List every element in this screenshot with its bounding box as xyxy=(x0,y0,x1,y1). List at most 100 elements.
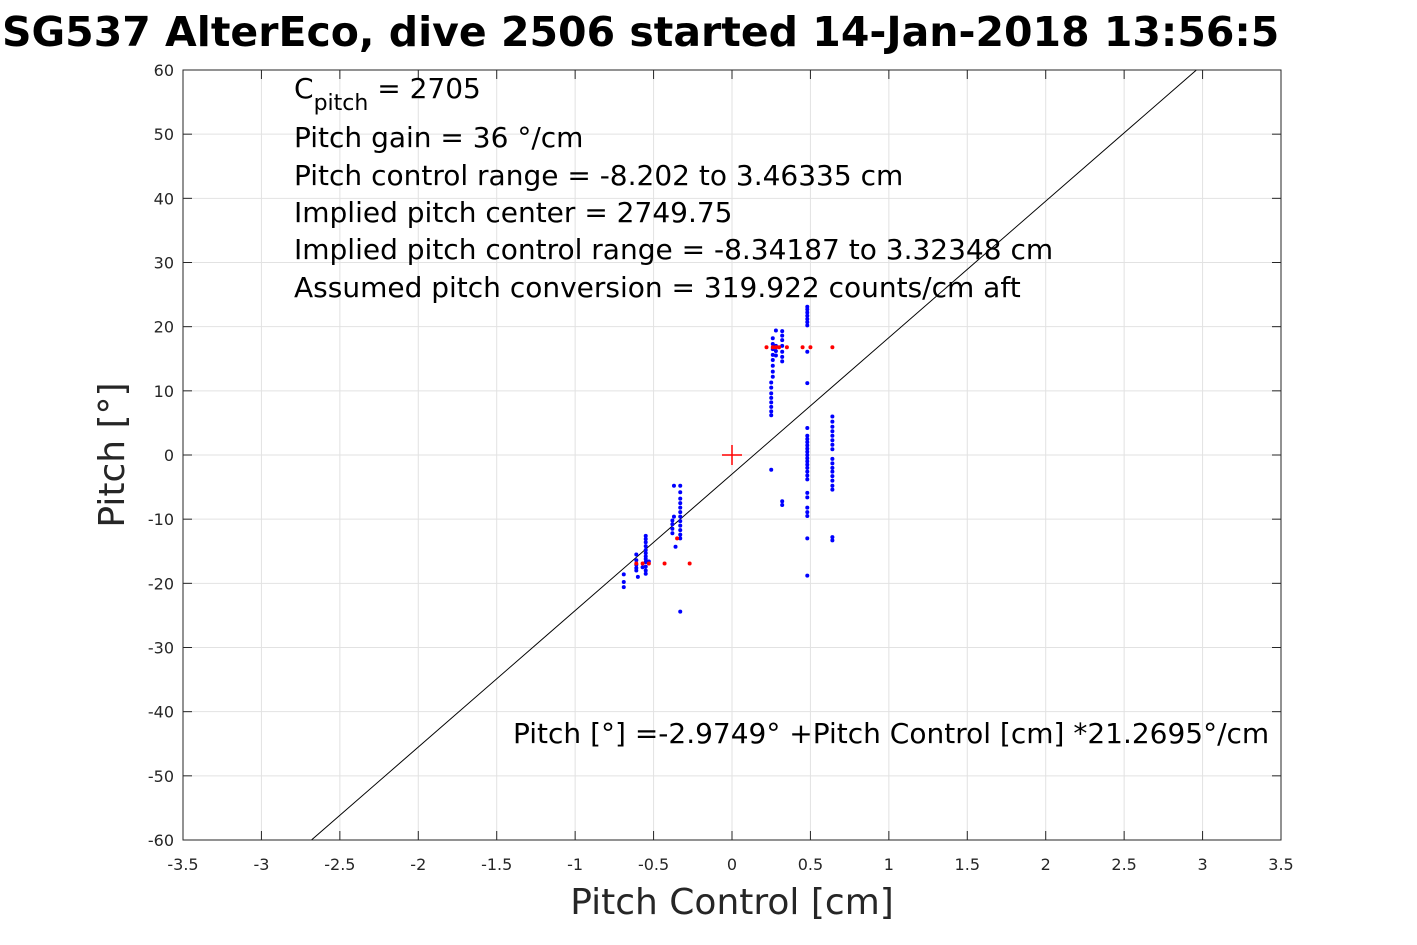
data-point-blue xyxy=(678,514,683,519)
data-point-blue xyxy=(621,585,626,590)
data-point-blue xyxy=(805,436,810,441)
data-point-blue xyxy=(773,349,778,354)
x-tick-label: 3.5 xyxy=(1268,855,1293,874)
data-point-blue xyxy=(678,501,683,506)
data-point-blue xyxy=(830,424,835,429)
data-point-blue xyxy=(780,349,785,354)
data-point-blue xyxy=(805,477,810,482)
data-point-blue xyxy=(805,490,810,495)
data-point-blue xyxy=(678,523,683,528)
data-point-blue xyxy=(769,467,774,472)
data-point-blue xyxy=(770,336,775,341)
c-pitch-sub: pitch xyxy=(314,91,369,116)
data-point-blue xyxy=(830,535,835,540)
x-tick-label: 0 xyxy=(727,855,737,874)
data-point-blue xyxy=(670,526,675,531)
annotation-line-1: Pitch gain = 36 °/cm xyxy=(294,121,583,154)
annotation-line-2: Pitch control range = -8.202 to 3.46335 … xyxy=(294,159,903,192)
data-point-blue xyxy=(673,544,678,549)
data-point-red xyxy=(662,561,667,566)
data-point-blue xyxy=(640,565,645,570)
data-point-blue xyxy=(830,438,835,443)
x-tick-label: 3 xyxy=(1197,855,1207,874)
annotation-line-5: Assumed pitch conversion = 319.922 count… xyxy=(294,271,1021,304)
data-point-blue xyxy=(621,572,626,577)
data-point-red xyxy=(675,536,680,541)
data-point-red xyxy=(777,345,782,350)
x-tick-label: -3 xyxy=(253,855,269,874)
data-point-blue xyxy=(769,385,774,390)
data-point-blue xyxy=(805,313,810,318)
data-point-blue xyxy=(780,499,785,504)
x-tick-label: 2.5 xyxy=(1111,855,1136,874)
data-point-blue xyxy=(643,568,648,573)
fit-line xyxy=(311,69,1197,841)
data-point-blue xyxy=(634,568,639,573)
data-point-red xyxy=(770,345,775,350)
y-tick-label: 20 xyxy=(154,318,174,337)
data-point-blue xyxy=(621,580,626,585)
y-tick-label: 50 xyxy=(154,125,174,144)
x-tick-label: -1 xyxy=(567,855,583,874)
data-point-blue xyxy=(805,505,810,510)
data-point-blue xyxy=(634,558,639,563)
data-point-blue xyxy=(780,338,785,343)
data-point-blue xyxy=(805,446,810,451)
data-point-red xyxy=(800,345,805,350)
data-point-blue xyxy=(678,510,683,515)
data-point-blue xyxy=(805,453,810,457)
data-point-blue xyxy=(678,496,683,501)
data-point-blue xyxy=(671,483,676,488)
x-tick-label: -1.5 xyxy=(481,855,512,874)
data-point-blue xyxy=(805,465,810,470)
data-point-blue xyxy=(643,533,648,538)
data-point-blue xyxy=(678,505,683,510)
x-tick-label: 1 xyxy=(884,855,894,874)
y-tick-label: 40 xyxy=(154,189,174,208)
x-tick-label: 1.5 xyxy=(955,855,980,874)
data-point-blue xyxy=(830,487,835,492)
data-point-blue xyxy=(805,310,810,315)
data-point-red xyxy=(640,561,645,566)
data-point-blue xyxy=(830,474,835,479)
y-tick-label: -20 xyxy=(148,574,174,593)
data-point-blue xyxy=(643,544,648,549)
data-point-red xyxy=(764,345,769,350)
data-point-blue xyxy=(643,571,648,576)
y-tick-label: -40 xyxy=(148,703,174,722)
data-point-red xyxy=(646,561,651,566)
c-pitch-main: C xyxy=(294,72,314,105)
fit-line-layer xyxy=(311,69,1197,841)
data-point-blue xyxy=(773,328,778,333)
data-point-blue xyxy=(805,443,810,448)
data-point-blue xyxy=(805,536,810,541)
data-point-blue xyxy=(805,510,810,515)
data-point-blue xyxy=(670,522,675,527)
data-point-blue xyxy=(830,419,835,424)
data-point-blue xyxy=(643,551,648,556)
axis-ticks: -3.5 -3 -2.5 -2 -1.5 -1 -0.5 0 0.5 1 1.5 2 2.5 3 3.5 -6… xyxy=(148,61,1294,874)
data-point-blue xyxy=(830,429,835,434)
data-point-blue xyxy=(678,519,683,524)
data-point-blue xyxy=(773,353,778,358)
data-point-blue xyxy=(805,459,810,464)
data-point-blue xyxy=(830,538,835,543)
data-point-blue xyxy=(770,341,775,346)
y-tick-label: -60 xyxy=(148,831,174,850)
data-point-blue xyxy=(805,426,810,431)
data-point-blue xyxy=(805,456,810,461)
data-point-blue xyxy=(770,363,775,368)
data-point-blue xyxy=(769,391,774,396)
data-point-blue xyxy=(671,514,676,519)
data-point-blue xyxy=(769,380,774,385)
data-point-blue xyxy=(830,414,835,419)
data-point-red xyxy=(773,345,778,350)
y-tick-label: -50 xyxy=(148,767,174,786)
data-point-blue xyxy=(769,404,774,409)
data-point-blue xyxy=(780,333,785,338)
data-point-blue xyxy=(770,358,775,363)
data-point-blue xyxy=(805,316,810,321)
x-tick-label: -3.5 xyxy=(167,855,198,874)
data-point-blue xyxy=(805,304,810,309)
data-point-blue xyxy=(830,469,835,474)
